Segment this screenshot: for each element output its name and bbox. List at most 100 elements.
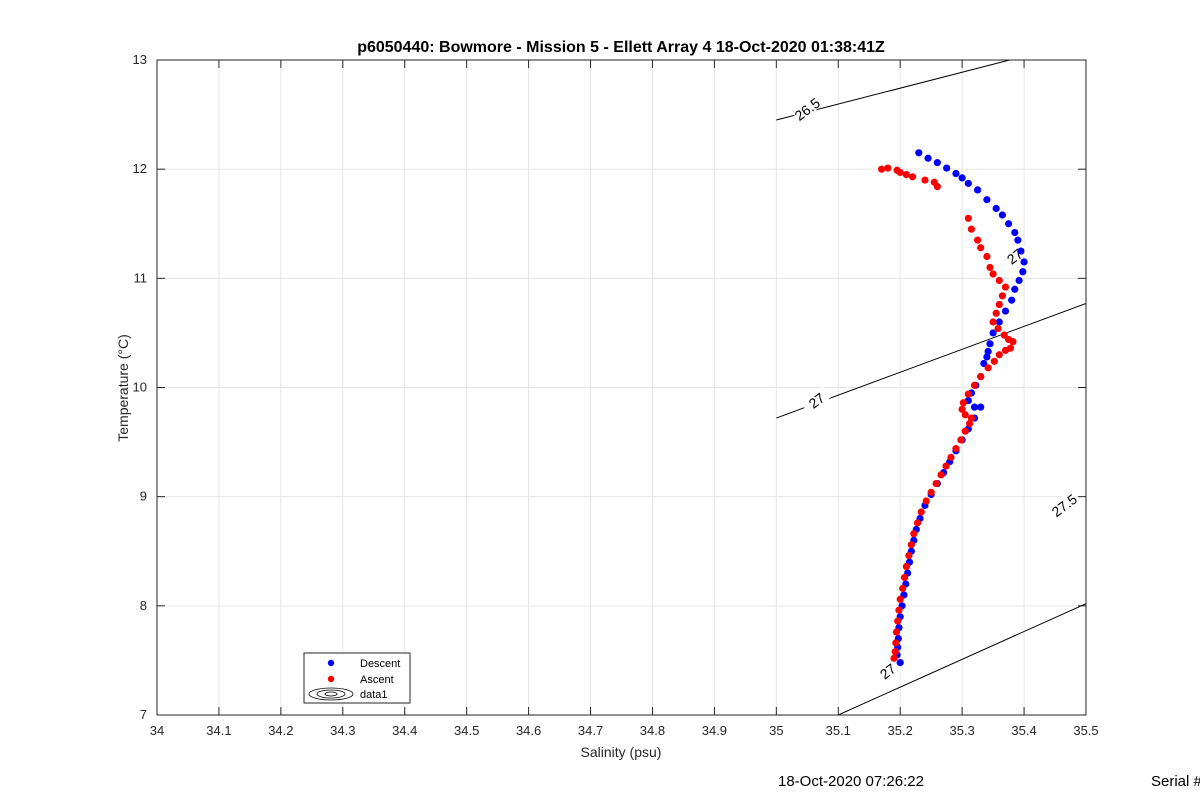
ascent-point [895,606,903,614]
isopycnal-label-bg [791,94,823,123]
footer-serial: Serial # [1151,773,1200,790]
descent-point [983,353,991,361]
descent-point [992,204,1000,213]
ascent-point [977,372,985,381]
descent-point [952,169,960,178]
ascent-point [964,214,972,222]
ascent-point [957,436,965,444]
ascent-point [984,364,992,372]
x-tick-label: 35.1 [826,723,851,738]
ascent-point [965,419,974,428]
ascent-point [937,471,945,479]
ascent-point [974,236,982,244]
series-ascent [878,164,1017,662]
descent-point [1015,276,1023,285]
descent-point [1011,285,1019,293]
x-tick-label: 34.8 [640,723,665,738]
x-tick-label: 35.3 [949,723,974,738]
ascent-point [961,411,969,419]
ascent-point [952,445,960,453]
descent-point [974,186,982,194]
ascent-point [927,488,935,496]
contour-icon-ring [308,687,354,701]
ascent-point [891,648,899,656]
ascent-point [995,300,1003,309]
descent-point [986,340,994,348]
ascent-point [998,292,1006,300]
x-tick-label: 34.7 [578,723,603,738]
x-tick-label: 34.4 [392,723,417,738]
ascent-point [892,639,900,647]
chart-title: p6050440: Bowmore - Mission 5 - Ellett A… [357,39,885,56]
ascent-point [983,252,991,261]
ascent-point [907,541,915,549]
ascent-point [995,351,1003,359]
ascent-point [986,263,994,272]
ascent-point [910,530,918,538]
x-tick-label: 34.5 [454,723,479,738]
ascent-point [977,244,985,252]
grid [156,59,1087,716]
descent-point [1011,228,1019,237]
descent-point [970,403,979,411]
descent-point [980,359,988,368]
legend-label-descent: Descent [360,658,400,670]
y-axis-label: Temperature (°C) [115,334,131,442]
ascent-point [896,595,904,603]
ascent-point [884,164,892,172]
isopycnal-label: 27.5 [1049,491,1081,520]
isopycnal-label-bg [800,385,832,414]
descent-point [1008,296,1016,304]
descent-point [958,174,966,182]
ascent-point [894,617,902,625]
isopycnal-line [776,60,1012,121]
descent-point [943,164,951,172]
legend-box [303,652,411,704]
x-tick-label: 34.3 [330,723,355,738]
footer-timestamp: 18-Oct-2020 07:26:22 [778,773,924,790]
ascent-point [958,405,966,413]
x-tick-label: 34.1 [206,723,231,738]
x-tick-label: 35.4 [1011,723,1036,738]
ascent-point [892,628,901,636]
legend-marker-descent [327,659,335,667]
legend-marker-ascent [327,675,335,683]
descent-point [896,659,904,667]
ascent-point [905,552,913,560]
ascent-point [896,168,904,177]
x-tick-label: 35 [769,723,783,738]
x-tick-label: 34.2 [268,723,293,738]
ascent-point [1009,338,1017,346]
ascent-point [995,276,1003,285]
ascent-point [921,176,929,184]
ascent-point [990,357,998,365]
legend-label-ascent: Ascent [360,674,394,686]
ascent-point [964,390,972,398]
contour-icon-ring [324,691,338,697]
x-axis-label: Salinity (psu) [581,744,662,760]
descent-point [983,196,991,204]
descent-point [924,154,932,162]
ascent-point [917,508,925,516]
axis-ticks: 34 34.1 34.2 34.3 34.4 34.5 34.6 34.7 34.8 34.9 35… [133,52,1099,738]
ascent-point [922,497,930,505]
ascent-point [967,414,976,422]
isopycnal-label-bg [871,656,903,685]
ascent-point [994,324,1002,333]
descent-point [1004,220,1013,228]
data-series [878,149,1028,667]
ascent-point [902,562,910,571]
ascent-point [947,453,955,461]
ascent-point [933,183,941,191]
ascent-point [899,584,907,592]
ascent-point [967,225,976,233]
x-tick-label: 34 [150,723,164,738]
descent-point [998,211,1006,219]
y-tick-label: 9 [140,489,147,504]
ascent-point [890,654,898,662]
y-tick-label: 10 [133,380,147,395]
descent-point [933,159,941,167]
ascent-point [1000,331,1008,339]
y-tick-label: 11 [134,270,148,285]
descent-point [989,329,997,337]
